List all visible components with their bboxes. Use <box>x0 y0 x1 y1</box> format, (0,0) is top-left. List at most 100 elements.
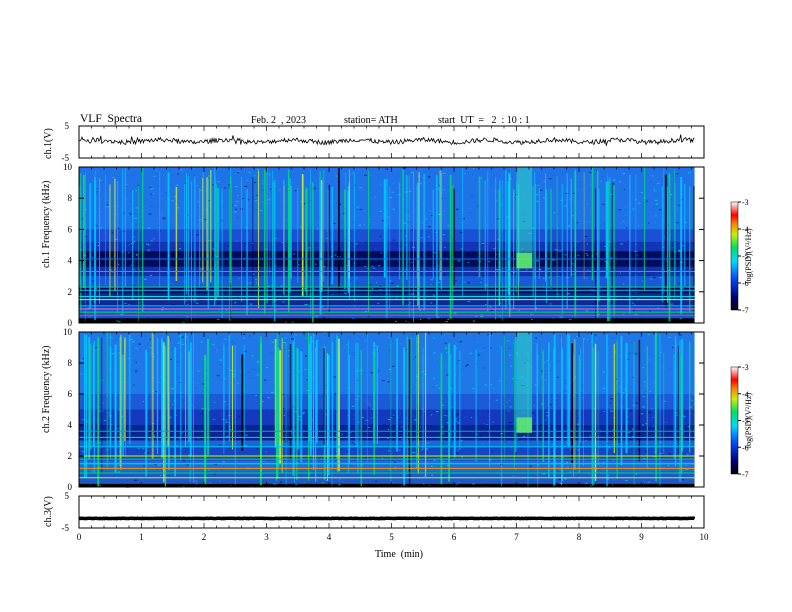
no-data-region <box>694 167 704 323</box>
spectral-speckle <box>274 265 277 267</box>
spectral-speckle <box>498 433 500 435</box>
spectral-speckle <box>246 179 248 181</box>
spectral-speckle <box>364 311 368 312</box>
spectral-speckle <box>580 444 582 446</box>
spectral-speckle <box>546 353 549 355</box>
y-tick-label: 6 <box>68 224 73 234</box>
spectral-speckle <box>242 198 244 200</box>
spectral-speckle <box>637 250 639 252</box>
spectral-speckle <box>334 395 337 397</box>
spectral-speckle <box>589 435 591 437</box>
spectral-speckle <box>638 453 640 454</box>
spectral-speckle <box>562 480 565 482</box>
spectral-speckle <box>455 347 458 349</box>
spectral-speckle <box>186 316 189 318</box>
spectral-speckle <box>401 438 404 440</box>
spectral-speckle <box>282 393 284 395</box>
spectral-speckle <box>564 364 567 366</box>
x-tick-label: 5 <box>389 532 394 542</box>
spectral-speckle <box>612 484 614 486</box>
spectral-speckle <box>622 392 625 394</box>
spectral-speckle <box>530 313 533 315</box>
spectral-speckle <box>180 169 183 171</box>
spectral-speckle <box>243 333 246 335</box>
x-tick-label: 7 <box>514 532 519 542</box>
spectral-speckle <box>404 269 406 271</box>
spectral-speckle <box>506 377 508 379</box>
colorbar-tick-label: -4 <box>742 225 749 234</box>
spectral-speckle <box>634 304 636 306</box>
y-tick-label: 8 <box>68 193 73 203</box>
spectral-speckle <box>387 450 390 452</box>
spectral-speckle <box>583 338 586 340</box>
spectral-speckle <box>409 234 411 236</box>
spectral-speckle <box>587 221 591 223</box>
spectral-speckle <box>114 315 117 317</box>
spectral-speckle <box>356 335 358 336</box>
spectral-speckle <box>558 478 562 480</box>
spectral-speckle <box>591 297 594 299</box>
spectral-speckle <box>423 483 425 485</box>
spectral-speckle <box>98 242 100 243</box>
spectral-speckle <box>577 449 579 451</box>
spectral-speckle <box>283 396 285 398</box>
spectral-speckle <box>654 215 657 217</box>
spectral-speckle <box>491 182 493 184</box>
spectral-speckle <box>430 466 434 468</box>
spectral-speckle <box>559 316 562 318</box>
spectral-speckle <box>103 439 106 441</box>
spectral-speckle <box>627 240 629 242</box>
spectral-speckle <box>661 366 663 368</box>
spectral-speckle <box>116 427 120 429</box>
spectral-speckle <box>138 343 141 345</box>
spectral-speckle <box>392 208 395 210</box>
spectral-speckle <box>631 428 634 430</box>
spectral-speckle <box>442 234 445 236</box>
spectral-speckle <box>548 167 551 169</box>
spectral-speckle <box>581 196 583 198</box>
spectral-speckle <box>254 209 258 211</box>
spectral-speckle <box>367 267 369 269</box>
spectral-speckle <box>251 265 254 267</box>
spectral-speckle <box>392 296 394 298</box>
spectral-speckle <box>308 247 311 249</box>
spectral-speckle <box>433 459 436 461</box>
spectral-speckle <box>150 238 153 239</box>
spectral-speckle <box>150 188 153 190</box>
spectral-speckle <box>462 318 465 320</box>
spectral-speckle <box>483 405 485 407</box>
spectral-speckle <box>294 411 298 413</box>
spectral-speckle <box>387 418 391 420</box>
spectral-speckle <box>333 376 336 378</box>
spectral-speckle <box>657 393 660 395</box>
spectral-speckle <box>393 170 397 172</box>
spectral-speckle <box>641 424 645 426</box>
spectral-speckle <box>241 261 244 262</box>
spectral-speckle <box>629 482 633 484</box>
spectral-speckle <box>607 453 609 455</box>
spectral-speckle <box>89 484 91 486</box>
spectral-speckle <box>426 449 429 451</box>
spectral-speckle <box>236 382 239 384</box>
spectral-speckle <box>610 193 612 195</box>
spectral-speckle <box>265 366 268 368</box>
spectral-speckle <box>672 392 674 394</box>
spectral-speckle <box>298 422 301 424</box>
spectral-speckle <box>164 192 167 193</box>
spectral-speckle <box>212 344 215 346</box>
x-tick-label: 10 <box>700 532 710 542</box>
spectral-speckle <box>147 249 150 251</box>
spectral-speckle <box>467 211 470 213</box>
spectral-speckle <box>356 338 359 340</box>
spectral-speckle <box>270 352 274 354</box>
spectral-speckle <box>645 267 647 269</box>
spectral-speckle <box>495 254 497 255</box>
spectral-speckle <box>434 269 437 271</box>
spectral-speckle <box>647 412 651 413</box>
time-axis: 0 1 2 3 4 5 6 7 8 9 10 <box>77 126 709 542</box>
spectral-speckle <box>275 304 278 306</box>
spectral-speckle <box>304 481 306 483</box>
spectral-speckle <box>564 254 567 256</box>
spectral-speckle <box>684 264 687 266</box>
